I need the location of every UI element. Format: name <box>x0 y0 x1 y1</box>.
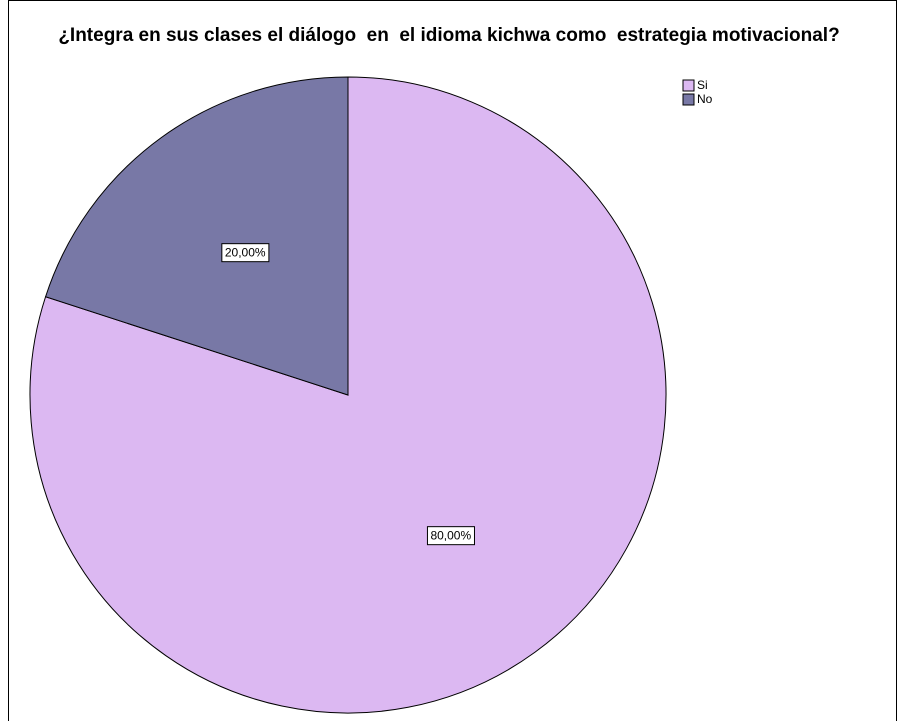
value-label: 20,00% <box>225 246 266 260</box>
legend-swatch <box>682 79 695 92</box>
chart-title: ¿Integra en sus clases el diálogo en el … <box>58 25 840 46</box>
value-label-box <box>221 243 270 263</box>
legend-label: Si <box>697 78 708 92</box>
legend-swatch <box>682 93 695 106</box>
pie-slice <box>44 76 349 396</box>
value-label: 80,00% <box>430 529 471 543</box>
value-label-box <box>426 526 475 546</box>
legend-label: No <box>697 92 713 106</box>
frame <box>8 0 897 721</box>
